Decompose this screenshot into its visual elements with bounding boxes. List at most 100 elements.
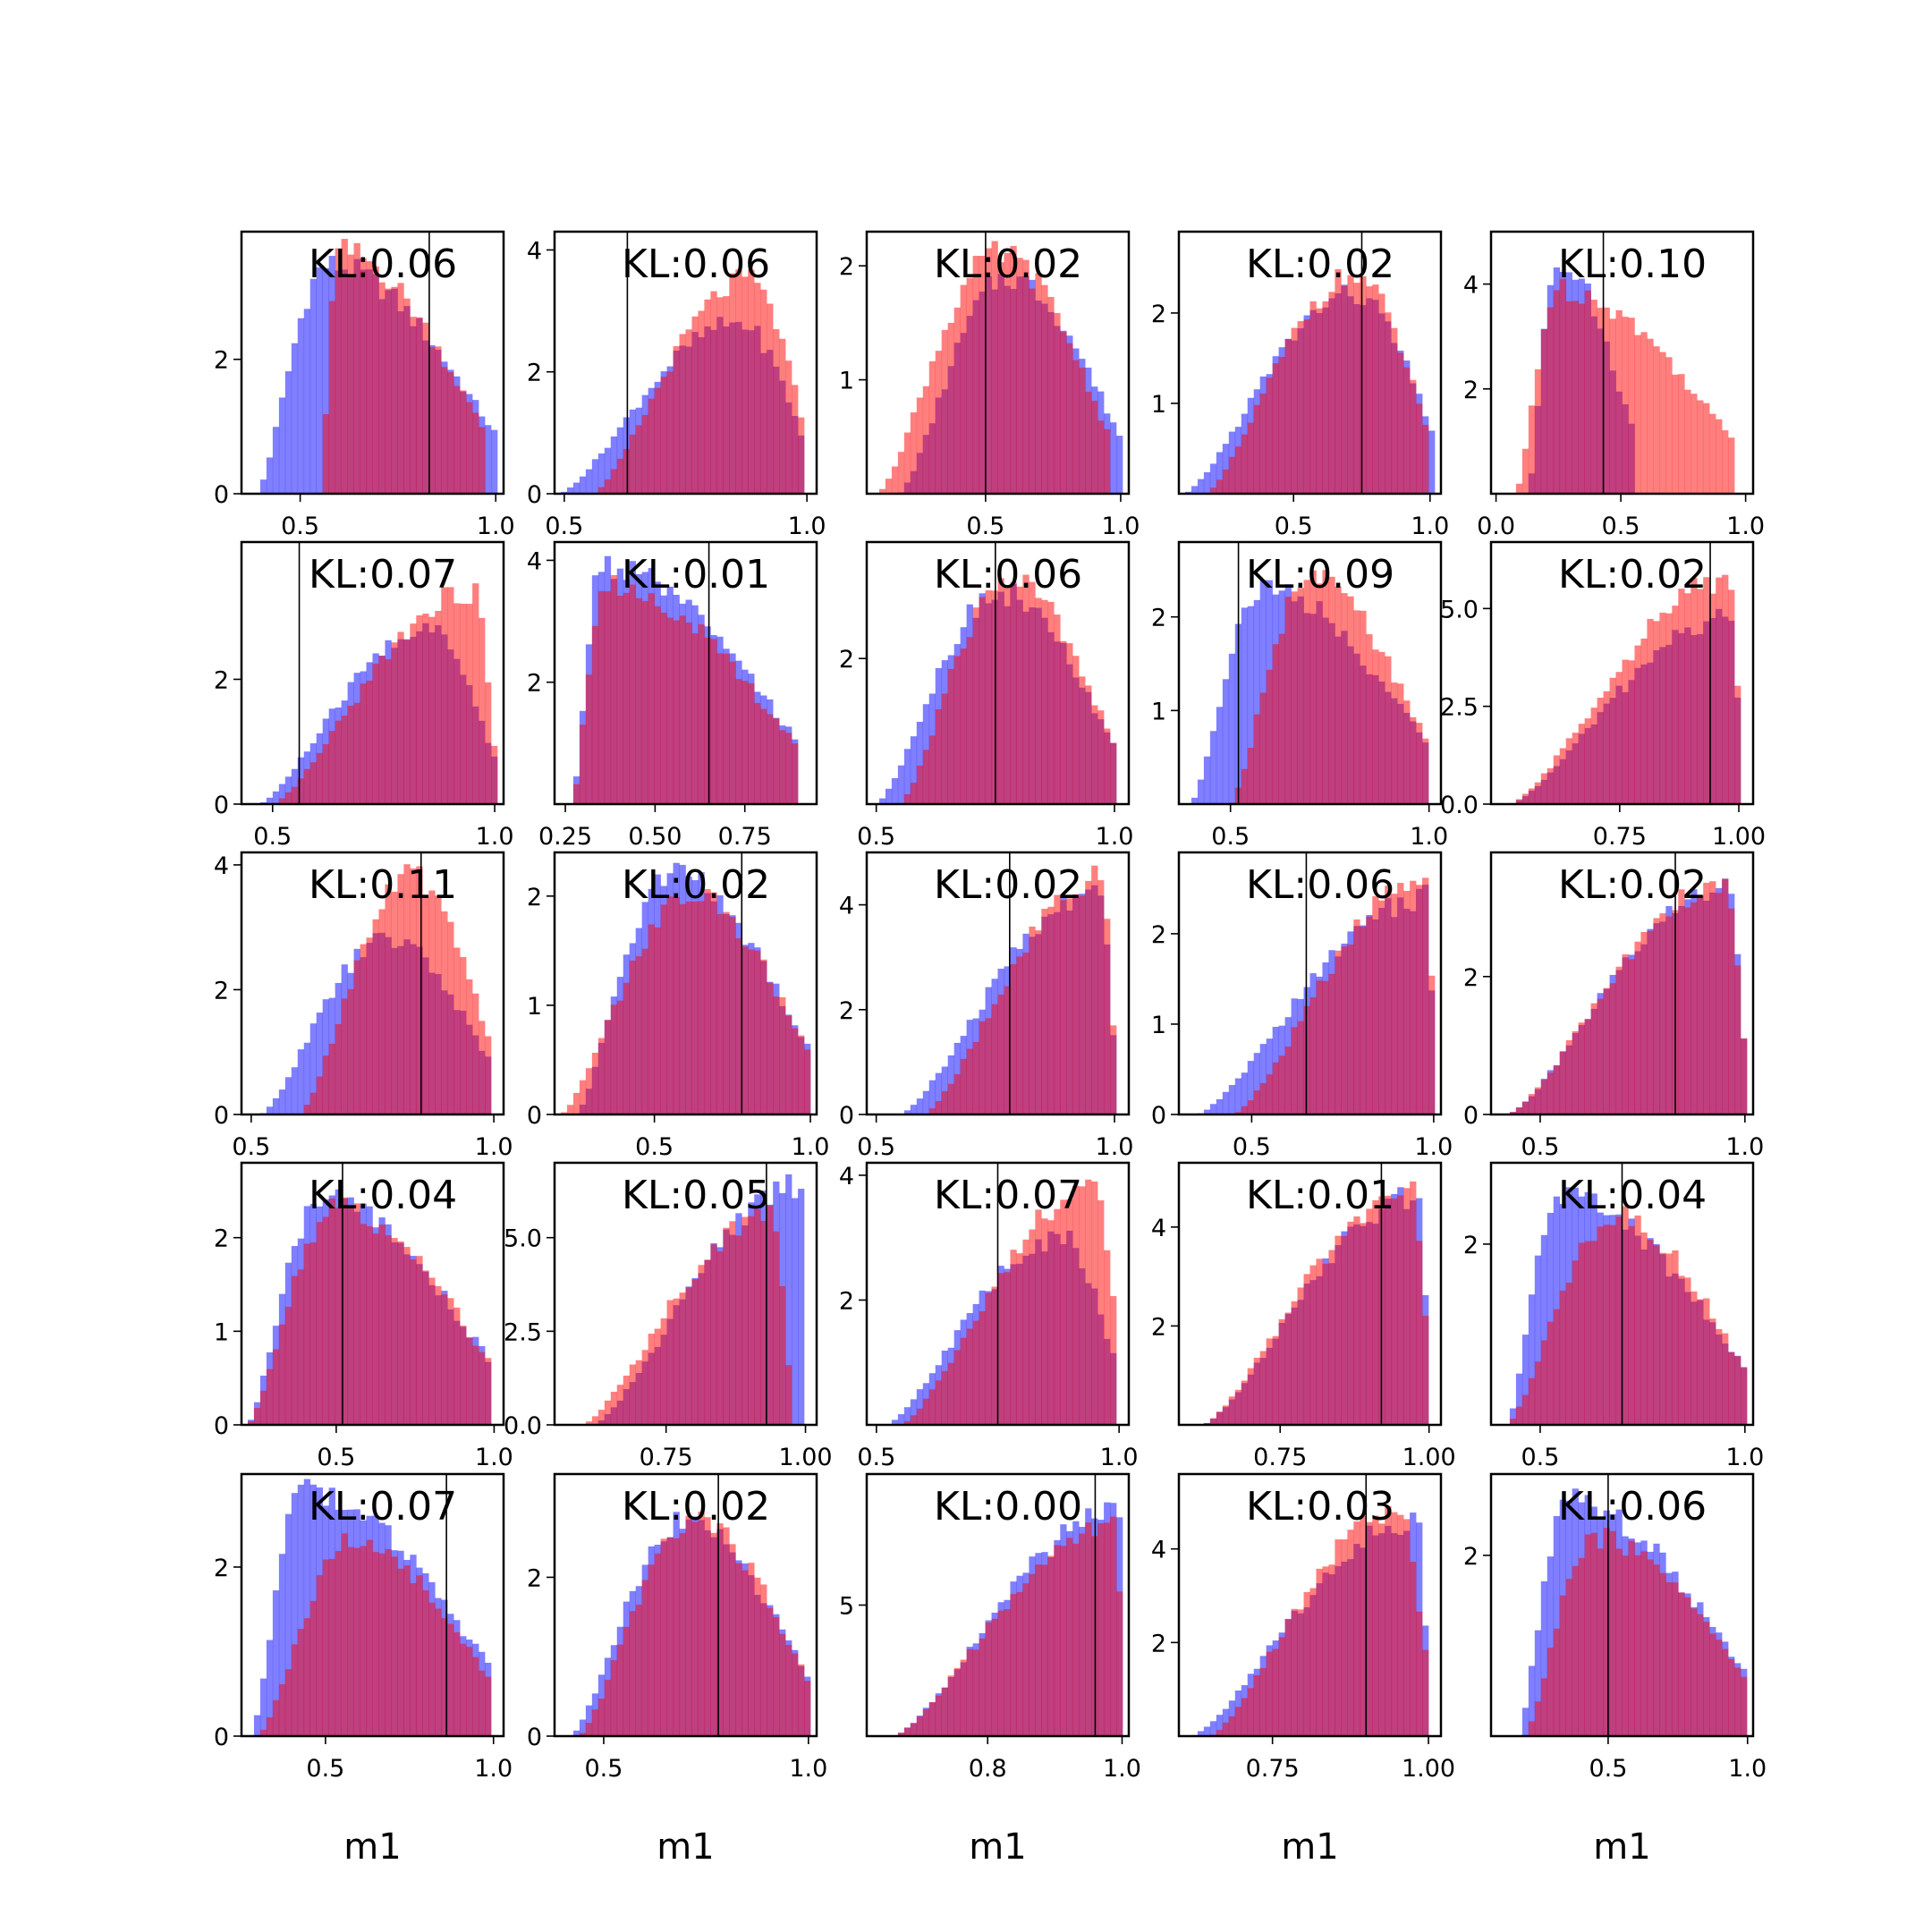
red-histogram-bar <box>1722 1333 1729 1425</box>
red-histogram-bar <box>1004 986 1011 1114</box>
red-histogram <box>272 583 498 804</box>
red-histogram-bar <box>710 1532 717 1736</box>
red-histogram-bar <box>1353 610 1360 804</box>
blue-histogram-bar <box>1247 1061 1255 1114</box>
red-histogram-bar <box>1022 574 1030 804</box>
red-histogram-bar <box>679 1292 686 1425</box>
blue-histogram-bar <box>291 1067 299 1114</box>
red-histogram-bar <box>1328 1564 1335 1736</box>
red-histogram-bar <box>685 329 692 494</box>
red-histogram-bar <box>1697 895 1704 1114</box>
red-histogram-bar <box>1054 1208 1061 1425</box>
blue-histogram-bar <box>1540 1234 1548 1425</box>
red-histogram-bar <box>1672 374 1679 494</box>
y-tick-label: 5.0 <box>1440 596 1479 623</box>
red-histogram-bar <box>947 1362 954 1425</box>
histogram-panel-6: 0.5 1.0 0 2 KL:0.07 <box>214 540 514 851</box>
red-histogram-bar <box>748 1563 755 1736</box>
axes-frame <box>1489 1161 1755 1427</box>
blue-histogram-bar <box>1203 1726 1211 1736</box>
x-tick-label: 1.0 <box>1096 823 1134 851</box>
red-histogram-bar <box>1653 1564 1660 1736</box>
red-histogram-bar <box>303 1243 311 1425</box>
histogram-panel-11: 0.5 1.0 0 2 4 KL:0.11 <box>214 851 513 1161</box>
histogram-panel-10: 0.75 1.00 0.0 2.5 5.0 KL:0.02 <box>1440 540 1766 851</box>
red-histogram-bar <box>479 1352 486 1425</box>
x-tick-label: 1.0 <box>475 1444 513 1471</box>
red-histogram-bar <box>1615 672 1623 804</box>
red-histogram-bar <box>610 1660 618 1736</box>
blue-histogram-bar <box>1209 731 1217 804</box>
red-histogram-bar <box>1509 1419 1517 1425</box>
red-histogram-bar <box>1572 1565 1579 1736</box>
red-histogram-bar <box>1110 1516 1117 1736</box>
red-histogram-bar <box>729 1221 736 1425</box>
red-histogram-bar <box>372 919 379 1114</box>
red-histogram-bar <box>1029 1573 1036 1736</box>
histogram-panel-8: 0.5 1.0 2 KL:0.06 <box>839 540 1134 851</box>
red-histogram-bar <box>1528 788 1536 804</box>
red-histogram-bar <box>1410 1181 1417 1425</box>
red-histogram-bar <box>410 317 417 494</box>
red-histogram-bar <box>410 1582 417 1736</box>
red-histogram-bar <box>372 1233 379 1425</box>
x-tick-label: 1.0 <box>475 1133 513 1161</box>
y-tick-label: 2 <box>214 1555 229 1582</box>
x-tick-label: 1.0 <box>1414 1133 1453 1161</box>
red-histogram-bar <box>353 960 360 1114</box>
red-histogram-bar <box>1097 1199 1105 1425</box>
red-histogram-bar <box>1603 1224 1610 1425</box>
red-histogram-bar <box>604 1020 612 1114</box>
red-histogram-bar <box>754 283 761 494</box>
x-tick-label: 0.5 <box>1521 1133 1559 1161</box>
red-histogram-bar <box>710 291 717 494</box>
red-histogram-bar <box>391 891 398 1114</box>
red-histogram-bar <box>341 716 348 804</box>
red-histogram-bar <box>610 574 618 804</box>
kl-annotation: KL:0.07 <box>309 1484 457 1530</box>
red-histogram-bar <box>385 288 392 494</box>
red-histogram-bar <box>666 617 674 804</box>
red-histogram-bar <box>1672 1582 1679 1736</box>
blue-histogram-bar <box>322 267 329 494</box>
red-histogram-bar <box>1284 1312 1292 1425</box>
x-tick-label: 1.0 <box>1725 1133 1764 1161</box>
red-histogram-bar <box>1540 329 1548 494</box>
blue-histogram-bar <box>897 1414 905 1425</box>
red-histogram-bar <box>673 1298 680 1425</box>
red-histogram-bar <box>347 706 354 804</box>
red-histogram-bar <box>479 1021 486 1114</box>
red-histogram-bar <box>1728 589 1735 804</box>
red-histogram-bar <box>941 693 948 804</box>
red-histogram-bar <box>1572 733 1579 804</box>
red-histogram-bar <box>1741 1038 1748 1114</box>
red-histogram-bar <box>1722 574 1729 804</box>
red-histogram-bar <box>485 682 492 804</box>
red-histogram-bar <box>716 297 724 494</box>
blue-histogram-bar <box>798 1189 805 1425</box>
red-histogram-bar <box>403 1247 411 1425</box>
red-histogram-bar <box>648 1564 655 1736</box>
red-histogram-bar <box>422 614 429 804</box>
blue-histogram-bar <box>597 453 606 494</box>
red-histogram-bar <box>447 921 454 1114</box>
y-tick-label: 2 <box>527 1564 542 1592</box>
red-histogram-bar <box>428 616 436 804</box>
red-histogram-bar <box>897 1733 905 1736</box>
red-histogram-bar <box>328 1043 335 1114</box>
red-histogram-bar <box>1540 1080 1548 1114</box>
red-histogram-bar <box>1047 601 1055 804</box>
red-histogram-bar <box>1628 660 1635 804</box>
red-histogram-bar <box>1690 394 1698 494</box>
red-histogram-bar <box>1047 906 1055 1114</box>
axes-frame <box>553 540 818 806</box>
red-histogram-bar <box>347 988 354 1114</box>
red-histogram-bar <box>1266 669 1273 804</box>
red-histogram-bar <box>335 720 342 804</box>
red-histogram-bar <box>466 604 473 804</box>
red-histogram <box>897 574 1117 804</box>
red-histogram-bar <box>748 682 755 804</box>
red-histogram-bar <box>979 597 986 804</box>
red-histogram-bar <box>303 1105 311 1114</box>
red-histogram-bar <box>1410 1562 1417 1736</box>
